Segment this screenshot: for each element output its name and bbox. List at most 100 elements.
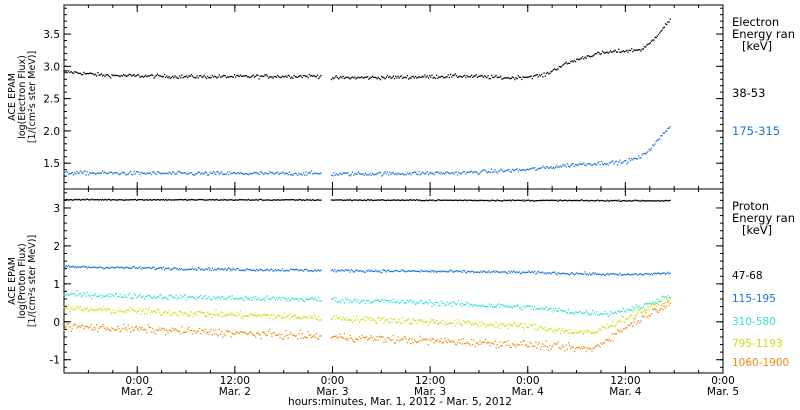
- data-point: [475, 171, 477, 173]
- data-point: [485, 271, 487, 274]
- data-point: [389, 199, 391, 201]
- data-point: [358, 173, 361, 175]
- data-point: [268, 297, 271, 300]
- x-tick-label: 0:00: [711, 375, 735, 387]
- data-point: [296, 316, 299, 319]
- data-point: [392, 334, 395, 337]
- data-point: [369, 316, 371, 319]
- data-point: [316, 74, 319, 76]
- data-point: [294, 298, 296, 300]
- data-point: [472, 200, 474, 202]
- data-point: [590, 163, 592, 166]
- data-point: [469, 344, 472, 346]
- data-point: [506, 324, 508, 326]
- data-point: [581, 163, 584, 165]
- data-point: [381, 75, 383, 78]
- data-point: [365, 199, 368, 202]
- data-point: [425, 172, 427, 174]
- data-point: [452, 301, 454, 303]
- data-point: [229, 198, 231, 201]
- data-point: [132, 173, 134, 176]
- data-point: [465, 76, 467, 79]
- data-point: [104, 295, 106, 298]
- data-point: [659, 32, 661, 34]
- data-point: [156, 198, 159, 201]
- data-point: [452, 322, 454, 325]
- data-point: [485, 75, 487, 78]
- data-point: [649, 42, 651, 44]
- data-point: [504, 325, 507, 327]
- data-point: [497, 303, 500, 305]
- data-point: [270, 314, 272, 316]
- data-point: [281, 268, 284, 270]
- data-point: [119, 308, 121, 311]
- data-point: [567, 62, 570, 64]
- data-point: [587, 274, 590, 276]
- data-point: [118, 75, 120, 77]
- legend-entry: 115-195: [732, 293, 776, 305]
- data-point: [244, 331, 246, 333]
- data-point: [79, 292, 82, 294]
- data-point: [187, 199, 189, 201]
- data-point: [261, 199, 264, 201]
- data-point: [303, 199, 306, 202]
- data-point: [153, 77, 155, 79]
- data-point: [351, 321, 354, 324]
- data-point: [134, 267, 136, 269]
- data-point: [659, 298, 661, 301]
- data-point: [165, 198, 167, 201]
- data-point: [166, 75, 168, 77]
- data-point: [539, 325, 542, 327]
- data-point: [548, 73, 550, 75]
- data-point: [427, 271, 430, 273]
- data-point: [499, 341, 501, 343]
- data-point: [501, 323, 503, 325]
- data-point: [217, 296, 219, 299]
- data-point: [335, 271, 337, 273]
- data-point: [86, 291, 89, 294]
- data-point: [162, 198, 164, 201]
- data-point: [170, 76, 173, 79]
- data-point: [356, 77, 358, 79]
- data-point: [515, 199, 517, 202]
- data-point: [355, 78, 357, 80]
- data-point: [660, 308, 662, 310]
- data-point: [242, 298, 244, 300]
- data-point: [370, 174, 372, 177]
- data-point: [428, 74, 431, 77]
- data-point: [420, 340, 423, 342]
- data-point: [620, 274, 622, 276]
- data-point: [560, 330, 563, 332]
- data-point: [472, 344, 474, 346]
- data-point: [449, 173, 452, 175]
- data-point: [239, 331, 242, 333]
- data-point: [541, 306, 543, 309]
- data-point: [642, 152, 644, 155]
- data-point: [379, 271, 382, 273]
- data-point: [293, 172, 295, 175]
- data-point: [625, 200, 627, 202]
- data-point: [221, 171, 223, 173]
- data-point: [623, 328, 626, 330]
- data-point: [572, 332, 574, 335]
- data-point: [193, 313, 195, 315]
- data-point: [122, 296, 125, 299]
- data-point: [467, 342, 469, 344]
- data-point: [342, 199, 344, 202]
- data-point: [425, 321, 427, 323]
- data-point: [188, 75, 190, 77]
- data-point: [90, 324, 92, 326]
- data-point: [613, 325, 615, 328]
- data-point: [127, 74, 129, 76]
- data-point: [273, 270, 275, 272]
- data-point: [104, 171, 106, 173]
- data-point: [132, 297, 134, 299]
- data-point: [466, 301, 468, 304]
- data-point: [656, 298, 658, 300]
- data-point: [339, 300, 341, 302]
- data-point: [469, 171, 472, 173]
- data-point: [73, 323, 76, 325]
- data-point: [652, 308, 654, 310]
- data-point: [661, 296, 663, 298]
- y-axis-label: log(Proton Flux): [17, 243, 28, 318]
